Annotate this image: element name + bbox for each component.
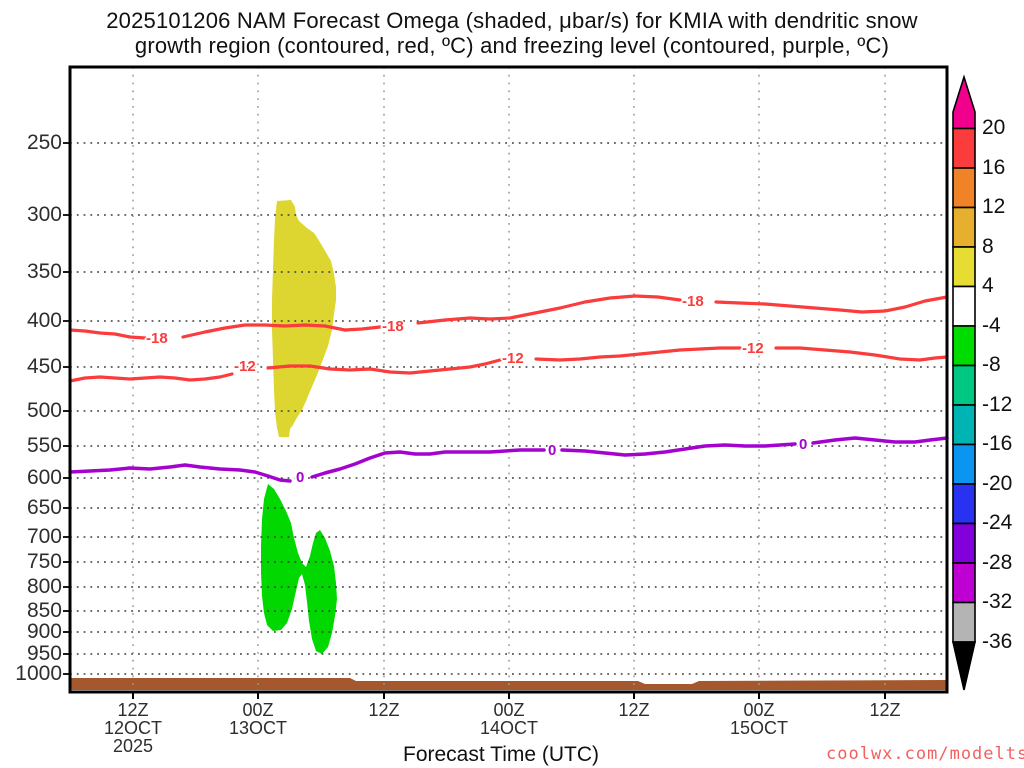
colorbar-label: -4 xyxy=(982,314,1001,337)
contour-label-red-18: -18 xyxy=(682,293,704,310)
colorbar-label: 16 xyxy=(982,156,1006,179)
contour-label-freezing-0: 0 xyxy=(799,436,808,453)
y-axis-ticks xyxy=(63,142,70,675)
x-tick-date: 13OCT xyxy=(228,718,288,738)
x-tick-time: 12Z xyxy=(618,700,650,720)
contour-red-minus12 xyxy=(68,346,949,383)
colorbar-label: 8 xyxy=(982,235,994,258)
chart-title-line-1: 2025101206 NAM Forecast Omega (shaded, μ… xyxy=(106,8,918,33)
colorbar xyxy=(951,74,977,691)
x-tick-time: 00Z xyxy=(493,700,525,720)
vertical-gridlines xyxy=(132,67,886,692)
colorbar-label: -24 xyxy=(982,511,1013,534)
y-tick-label: 300 xyxy=(26,203,62,226)
colorbar-label: 4 xyxy=(982,274,994,297)
x-tick-date: 15OCT xyxy=(729,718,789,738)
colorbar-label: -12 xyxy=(982,393,1013,416)
updraft-yellow-region xyxy=(272,200,336,437)
contour-label-red-18: -18 xyxy=(382,318,404,335)
contour-label-freezing-0: 0 xyxy=(296,469,305,486)
y-tick-label: 600 xyxy=(26,466,62,489)
x-tick-group: 12Z xyxy=(329,701,439,719)
contour-label-freezing-0: 0 xyxy=(548,442,557,459)
y-tick-label: 700 xyxy=(26,525,62,548)
y-tick-label: 950 xyxy=(26,642,62,665)
x-axis-title: Forecast Time (UTC) xyxy=(403,743,600,766)
x-tick-group: 00Z 14OCT xyxy=(454,701,564,737)
colorbar-label: -28 xyxy=(982,551,1013,574)
colorbar-label: -16 xyxy=(982,432,1013,455)
contour-label-red-12: -12 xyxy=(502,350,524,367)
x-tick-group: 12Z xyxy=(830,701,940,719)
colorbar-label: -8 xyxy=(982,353,1001,376)
y-tick-label: 350 xyxy=(26,260,62,283)
downdraft-green-region xyxy=(261,484,337,654)
y-tick-label: 400 xyxy=(26,309,62,332)
contour-label-red-18: -18 xyxy=(146,330,168,347)
x-tick-time: 12Z xyxy=(869,700,901,720)
colorbar-label: 20 xyxy=(982,116,1006,139)
watermark-link[interactable]: coolwx.com/modelts xyxy=(826,744,1024,764)
y-tick-label: 250 xyxy=(26,131,62,154)
colorbar-label: -36 xyxy=(982,630,1013,653)
colorbar-top-arrow xyxy=(952,74,976,130)
x-tick-date: 14OCT xyxy=(479,718,539,738)
contour-red-minus18 xyxy=(68,294,949,340)
x-tick-group: 00Z 15OCT xyxy=(704,701,814,737)
colorbar-label: -32 xyxy=(982,590,1013,613)
x-tick-group: 12Z xyxy=(579,701,689,719)
x-tick-time: 00Z xyxy=(743,700,775,720)
y-tick-label: 750 xyxy=(26,550,62,573)
contour-label-red-12: -12 xyxy=(742,340,764,357)
y-tick-label: 800 xyxy=(26,575,62,598)
y-tick-label: 650 xyxy=(26,496,62,519)
colorbar-bottom-arrow xyxy=(951,641,977,691)
x-tick-group: 00Z 13OCT xyxy=(203,701,313,737)
x-tick-time: 12Z xyxy=(117,700,149,720)
y-tick-label: 450 xyxy=(26,355,62,378)
x-tick-time: 12Z xyxy=(368,700,400,720)
y-tick-label: 850 xyxy=(26,599,62,622)
x-tick-date: 12OCT xyxy=(103,718,163,738)
x-tick-time: 00Z xyxy=(242,700,274,720)
y-tick-label: 1000 xyxy=(15,662,62,685)
y-tick-label: 500 xyxy=(26,399,62,422)
colorbar-label: -20 xyxy=(982,472,1013,495)
chart-title-line-2: growth region (contoured, red, ºC) and f… xyxy=(134,33,890,58)
colorbar-label: 12 xyxy=(982,195,1006,218)
x-tick-year: 2025 xyxy=(112,736,154,756)
x-axis-ticks xyxy=(132,692,886,699)
contour-purple-zero xyxy=(68,436,949,483)
y-tick-label: 900 xyxy=(26,620,62,643)
horizontal-gridlines xyxy=(70,142,947,675)
y-tick-label: 550 xyxy=(26,434,62,457)
contour-label-red-12: -12 xyxy=(234,358,256,375)
x-tick-group: 12Z 12OCT 2025 xyxy=(78,701,188,755)
